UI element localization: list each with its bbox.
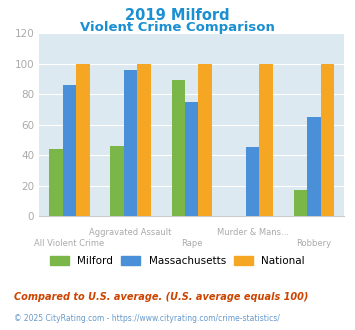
Text: © 2025 CityRating.com - https://www.cityrating.com/crime-statistics/: © 2025 CityRating.com - https://www.city…	[14, 314, 280, 323]
Text: Robbery: Robbery	[296, 239, 331, 248]
Text: Violent Crime Comparison: Violent Crime Comparison	[80, 21, 275, 34]
Bar	[246, 148, 260, 216]
Bar	[185, 102, 198, 216]
Bar	[124, 70, 137, 216]
Legend: Milford, Massachusetts, National: Milford, Massachusetts, National	[46, 252, 309, 270]
Text: Compared to U.S. average. (U.S. average equals 100): Compared to U.S. average. (U.S. average …	[14, 292, 308, 302]
Bar	[49, 149, 63, 216]
Bar	[110, 146, 124, 216]
Bar	[260, 63, 273, 216]
Bar	[137, 63, 151, 216]
Text: 2019 Milford: 2019 Milford	[125, 8, 230, 23]
Bar	[294, 190, 307, 216]
Bar	[76, 63, 90, 216]
Text: All Violent Crime: All Violent Crime	[34, 239, 105, 248]
Text: Murder & Mans...: Murder & Mans...	[217, 228, 289, 237]
Text: Rape: Rape	[181, 239, 202, 248]
Bar	[307, 117, 321, 216]
Text: Aggravated Assault: Aggravated Assault	[89, 228, 172, 237]
Bar	[171, 80, 185, 216]
Bar	[321, 63, 334, 216]
Bar	[63, 85, 76, 216]
Bar	[198, 63, 212, 216]
